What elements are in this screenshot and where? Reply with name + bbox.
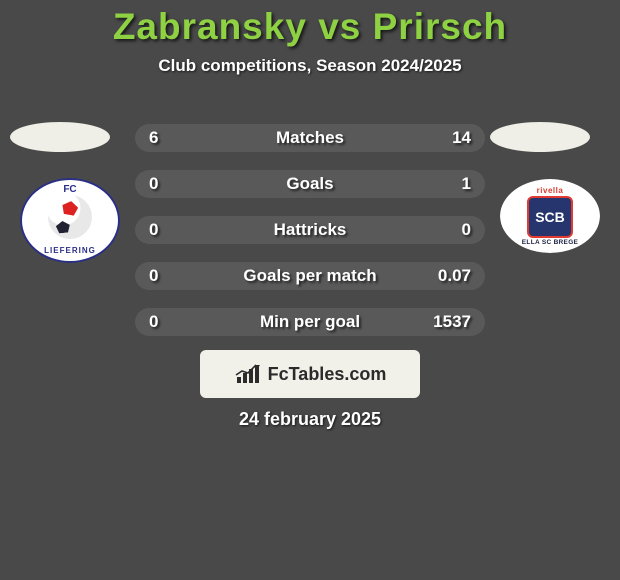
stat-value-left: 6 bbox=[149, 128, 199, 148]
stat-row: 0Goals1 bbox=[135, 170, 485, 198]
stat-row: 0Hattricks0 bbox=[135, 216, 485, 244]
left-ellipse-decor bbox=[10, 122, 110, 152]
soccer-ball-icon bbox=[48, 195, 92, 239]
stat-value-right: 1537 bbox=[421, 312, 471, 332]
page-subtitle: Club competitions, Season 2024/2025 bbox=[0, 56, 620, 76]
club-right-badge: SCB bbox=[527, 196, 573, 238]
stat-row: 0Min per goal1537 bbox=[135, 308, 485, 336]
right-ellipse-decor bbox=[490, 122, 590, 152]
stat-value-right: 1 bbox=[421, 174, 471, 194]
comparison-date: 24 february 2025 bbox=[0, 409, 620, 430]
stat-row: 0Goals per match0.07 bbox=[135, 262, 485, 290]
stat-value-left: 0 bbox=[149, 266, 199, 286]
stat-value-right: 14 bbox=[421, 128, 471, 148]
stat-value-left: 0 bbox=[149, 174, 199, 194]
club-logo-left: FC LIEFERING bbox=[20, 178, 120, 263]
stat-row: 6Matches14 bbox=[135, 124, 485, 152]
club-logo-right: rivella SCB ELLA SC BREGE bbox=[500, 179, 600, 253]
page-title: Zabransky vs Prirsch bbox=[0, 0, 620, 48]
bar-chart-icon bbox=[234, 363, 262, 385]
club-right-footer: ELLA SC BREGE bbox=[522, 239, 578, 246]
club-right-sponsor: rivella bbox=[537, 186, 564, 195]
stats-comparison: 6Matches14 0Goals1 0Hattricks0 0Goals per m… bbox=[135, 124, 485, 354]
club-left-top-text: FC bbox=[22, 184, 118, 195]
stat-value-right: 0.07 bbox=[421, 266, 471, 286]
stat-value-right: 0 bbox=[421, 220, 471, 240]
club-left-name: LIEFERING bbox=[22, 246, 118, 255]
brand-text: FcTables.com bbox=[268, 364, 387, 385]
stat-value-left: 0 bbox=[149, 220, 199, 240]
brand-attribution: FcTables.com bbox=[200, 350, 420, 398]
stat-value-left: 0 bbox=[149, 312, 199, 332]
